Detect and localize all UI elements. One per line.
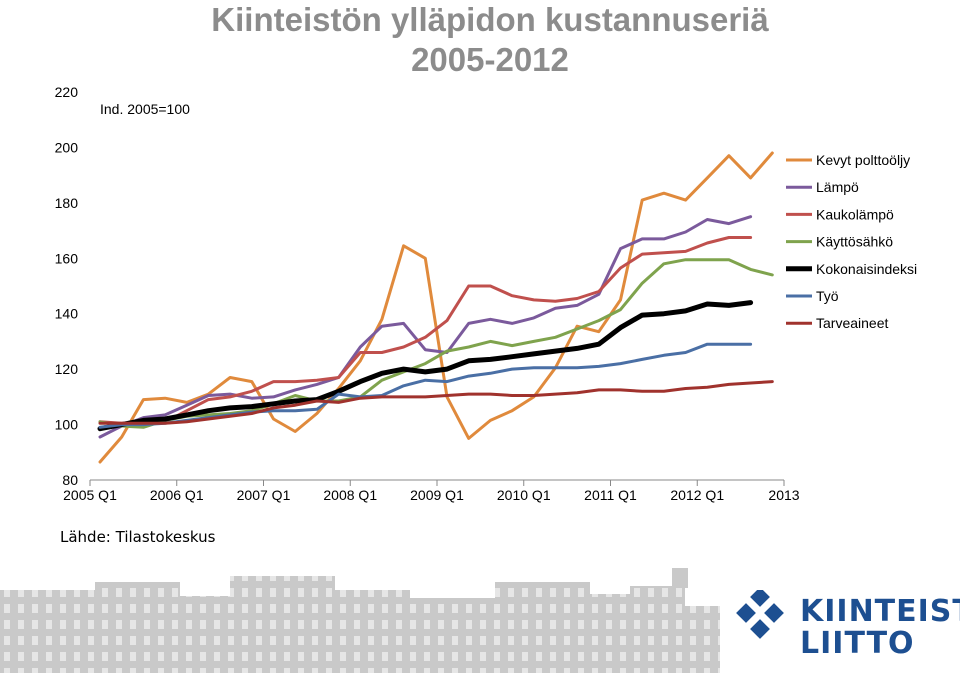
y-tick-label: 160 <box>55 250 79 266</box>
legend-label: Lämpö <box>816 179 859 195</box>
series-line-5 <box>97 300 754 432</box>
logo-text-line2: LIITTO <box>800 626 915 661</box>
x-tick-label: 2005 Q1 <box>63 487 117 503</box>
x-tick-label: 2010 Q1 <box>497 487 551 503</box>
legend-label: Käyttösähkö <box>816 234 893 250</box>
legend-label: Tarveaineet <box>816 315 888 331</box>
y-tick-label: 140 <box>55 306 79 322</box>
x-tick-label: 2009 Q1 <box>410 487 464 503</box>
series-line-3 <box>98 236 753 425</box>
legend-label: Kokonaisindeksi <box>816 261 917 277</box>
x-tick-label: 2006 Q1 <box>150 487 204 503</box>
kiinteistoliitto-logo-icon <box>736 590 784 639</box>
logo-text: KIINTEISTÖ LIITTO <box>800 596 960 660</box>
source-note: Lähde: Tilastokeskus <box>60 528 216 546</box>
y-tick-label: 80 <box>62 472 78 488</box>
city-skyline-image <box>0 568 720 673</box>
index-annotation: Ind. 2005=100 <box>100 101 190 117</box>
x-tick-label: 2008 Q1 <box>323 487 377 503</box>
y-tick-label: 120 <box>55 361 79 377</box>
x-tick-label: 2011 Q1 <box>584 487 637 503</box>
x-tick-label: 2013 <box>768 487 799 503</box>
y-tick-label: 100 <box>55 417 79 433</box>
legend-label: Kaukolämpö <box>816 206 894 222</box>
y-tick-label: 220 <box>55 84 79 100</box>
logo-text-line1: KIINTEISTÖ <box>800 594 960 629</box>
x-tick-label: 2012 Q1 <box>670 487 724 503</box>
y-tick-label: 180 <box>55 195 79 211</box>
y-tick-label: 200 <box>55 139 79 155</box>
legend-label: Työ <box>816 288 839 304</box>
series-line-7 <box>98 380 774 425</box>
series-line-2 <box>98 215 753 439</box>
x-tick-label: 2007 Q1 <box>237 487 291 503</box>
chart-title-line2: 2005-2012 <box>411 41 569 78</box>
series-line-4 <box>98 258 774 429</box>
legend-label: Kevyt polttoöljy <box>816 152 910 168</box>
chart-title-line1: Kiinteistön ylläpidon kustannuseriä <box>211 1 769 38</box>
